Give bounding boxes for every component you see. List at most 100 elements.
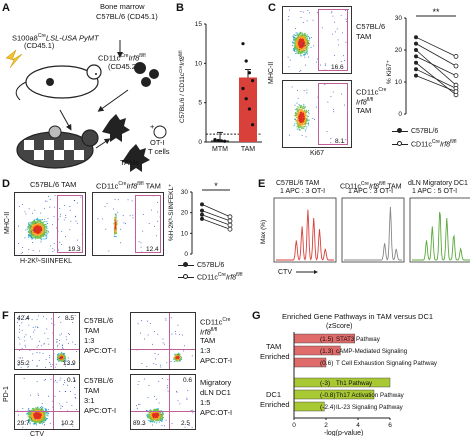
flow-event <box>299 34 300 35</box>
flow-event <box>305 40 306 41</box>
flow-event <box>72 322 73 323</box>
flow-event <box>298 50 299 51</box>
paired-ytick-label: 0 <box>398 111 402 118</box>
flow-event <box>64 356 65 357</box>
flow-event <box>299 127 300 128</box>
flow-event <box>58 360 59 361</box>
flow-event <box>296 38 297 39</box>
flow-event <box>300 38 301 39</box>
flow-event <box>60 357 61 358</box>
paired-point-c57 <box>414 42 418 46</box>
flow-event <box>171 361 172 362</box>
q1-tr: 8.5 <box>65 315 74 322</box>
flow-event <box>46 418 47 419</box>
flow-event <box>302 113 303 114</box>
flow-event <box>183 350 184 351</box>
flow-event <box>44 424 45 425</box>
bone-marrow-label: Bone marrow <box>100 2 145 11</box>
flow-event <box>44 231 45 232</box>
flow-event <box>39 341 40 342</box>
flow-event <box>45 417 46 418</box>
flow-event <box>292 87 293 88</box>
ki67-gate-top <box>318 9 348 71</box>
flow-event <box>310 47 311 48</box>
flow-event <box>48 232 49 233</box>
flow-event <box>313 45 314 46</box>
mouse-icon <box>16 65 101 100</box>
flow-event <box>35 228 36 229</box>
flow-event <box>302 123 303 124</box>
flow-event <box>37 231 38 232</box>
panel-e-histograms: Max (%)CTV <box>258 196 470 282</box>
flow-event <box>62 357 63 358</box>
quad-v-line-2 <box>169 313 170 369</box>
flow-event <box>116 233 117 234</box>
flow-event <box>180 360 181 361</box>
flow-event <box>38 227 39 228</box>
panel-e-h1-title2: 1 APC : 3 OT-I <box>280 188 325 196</box>
flow-event <box>303 111 304 112</box>
flow-event <box>304 50 305 51</box>
flow-event <box>289 66 290 67</box>
flow-event <box>294 34 295 35</box>
flow-event <box>144 339 145 340</box>
flow-event <box>29 235 30 236</box>
flow-event <box>178 357 179 358</box>
flow-event <box>298 109 299 110</box>
paired-point-cd11c <box>454 64 458 68</box>
panel-f-q1-l1: C57BL/6 <box>84 316 113 325</box>
flow-event <box>43 420 44 421</box>
flow-event <box>305 111 306 112</box>
flow-event <box>31 420 32 421</box>
flow-event <box>33 230 34 231</box>
flow-event <box>173 359 174 360</box>
panel-e-h3-title2: 1 APC : 5 OT-I <box>412 188 457 196</box>
flow-event <box>289 10 290 11</box>
flow-event <box>44 416 45 417</box>
flow-event <box>306 121 307 122</box>
flow-event <box>60 353 61 354</box>
flow-event <box>298 36 299 37</box>
flow-event <box>35 223 36 224</box>
flow-event <box>57 341 58 342</box>
flow-event <box>115 222 116 223</box>
flow-event <box>174 357 175 358</box>
flow-event <box>316 107 317 108</box>
flow-event <box>57 359 58 360</box>
flow-event <box>42 227 43 228</box>
flow-event <box>32 228 33 229</box>
flow-event <box>306 90 307 91</box>
flow-event <box>45 239 46 240</box>
e-hist-frame-1 <box>274 198 336 262</box>
flow-event <box>46 415 47 416</box>
flow-event <box>39 223 40 224</box>
flow-event <box>117 220 118 221</box>
flow-event <box>181 357 182 358</box>
flow-event <box>44 233 45 234</box>
flow-event <box>298 116 299 117</box>
panel-f-q1-l2: TAM <box>84 326 99 335</box>
flow-event <box>308 124 309 125</box>
flow-event <box>316 62 317 63</box>
flow-event <box>49 357 50 358</box>
flow-event <box>61 359 62 360</box>
panel-d-flow-1: 19.3 <box>14 192 86 256</box>
flow-event <box>48 344 49 345</box>
flow-event <box>35 227 36 228</box>
flow-event <box>105 206 106 207</box>
flow-event <box>155 353 156 354</box>
flow-event <box>19 325 20 326</box>
flow-event <box>47 228 48 229</box>
flow-event <box>141 320 142 321</box>
panel-f-q2-l2: TAM <box>200 336 215 345</box>
flow-event <box>301 111 302 112</box>
flow-event <box>57 345 58 346</box>
flow-event <box>44 235 45 236</box>
flow-event <box>34 232 35 233</box>
flow-event <box>309 120 310 121</box>
flow-event <box>301 53 302 54</box>
flow-event <box>52 224 53 225</box>
b-point <box>248 107 251 110</box>
flow-event <box>302 38 303 39</box>
paired-point-cd11c <box>454 90 458 94</box>
